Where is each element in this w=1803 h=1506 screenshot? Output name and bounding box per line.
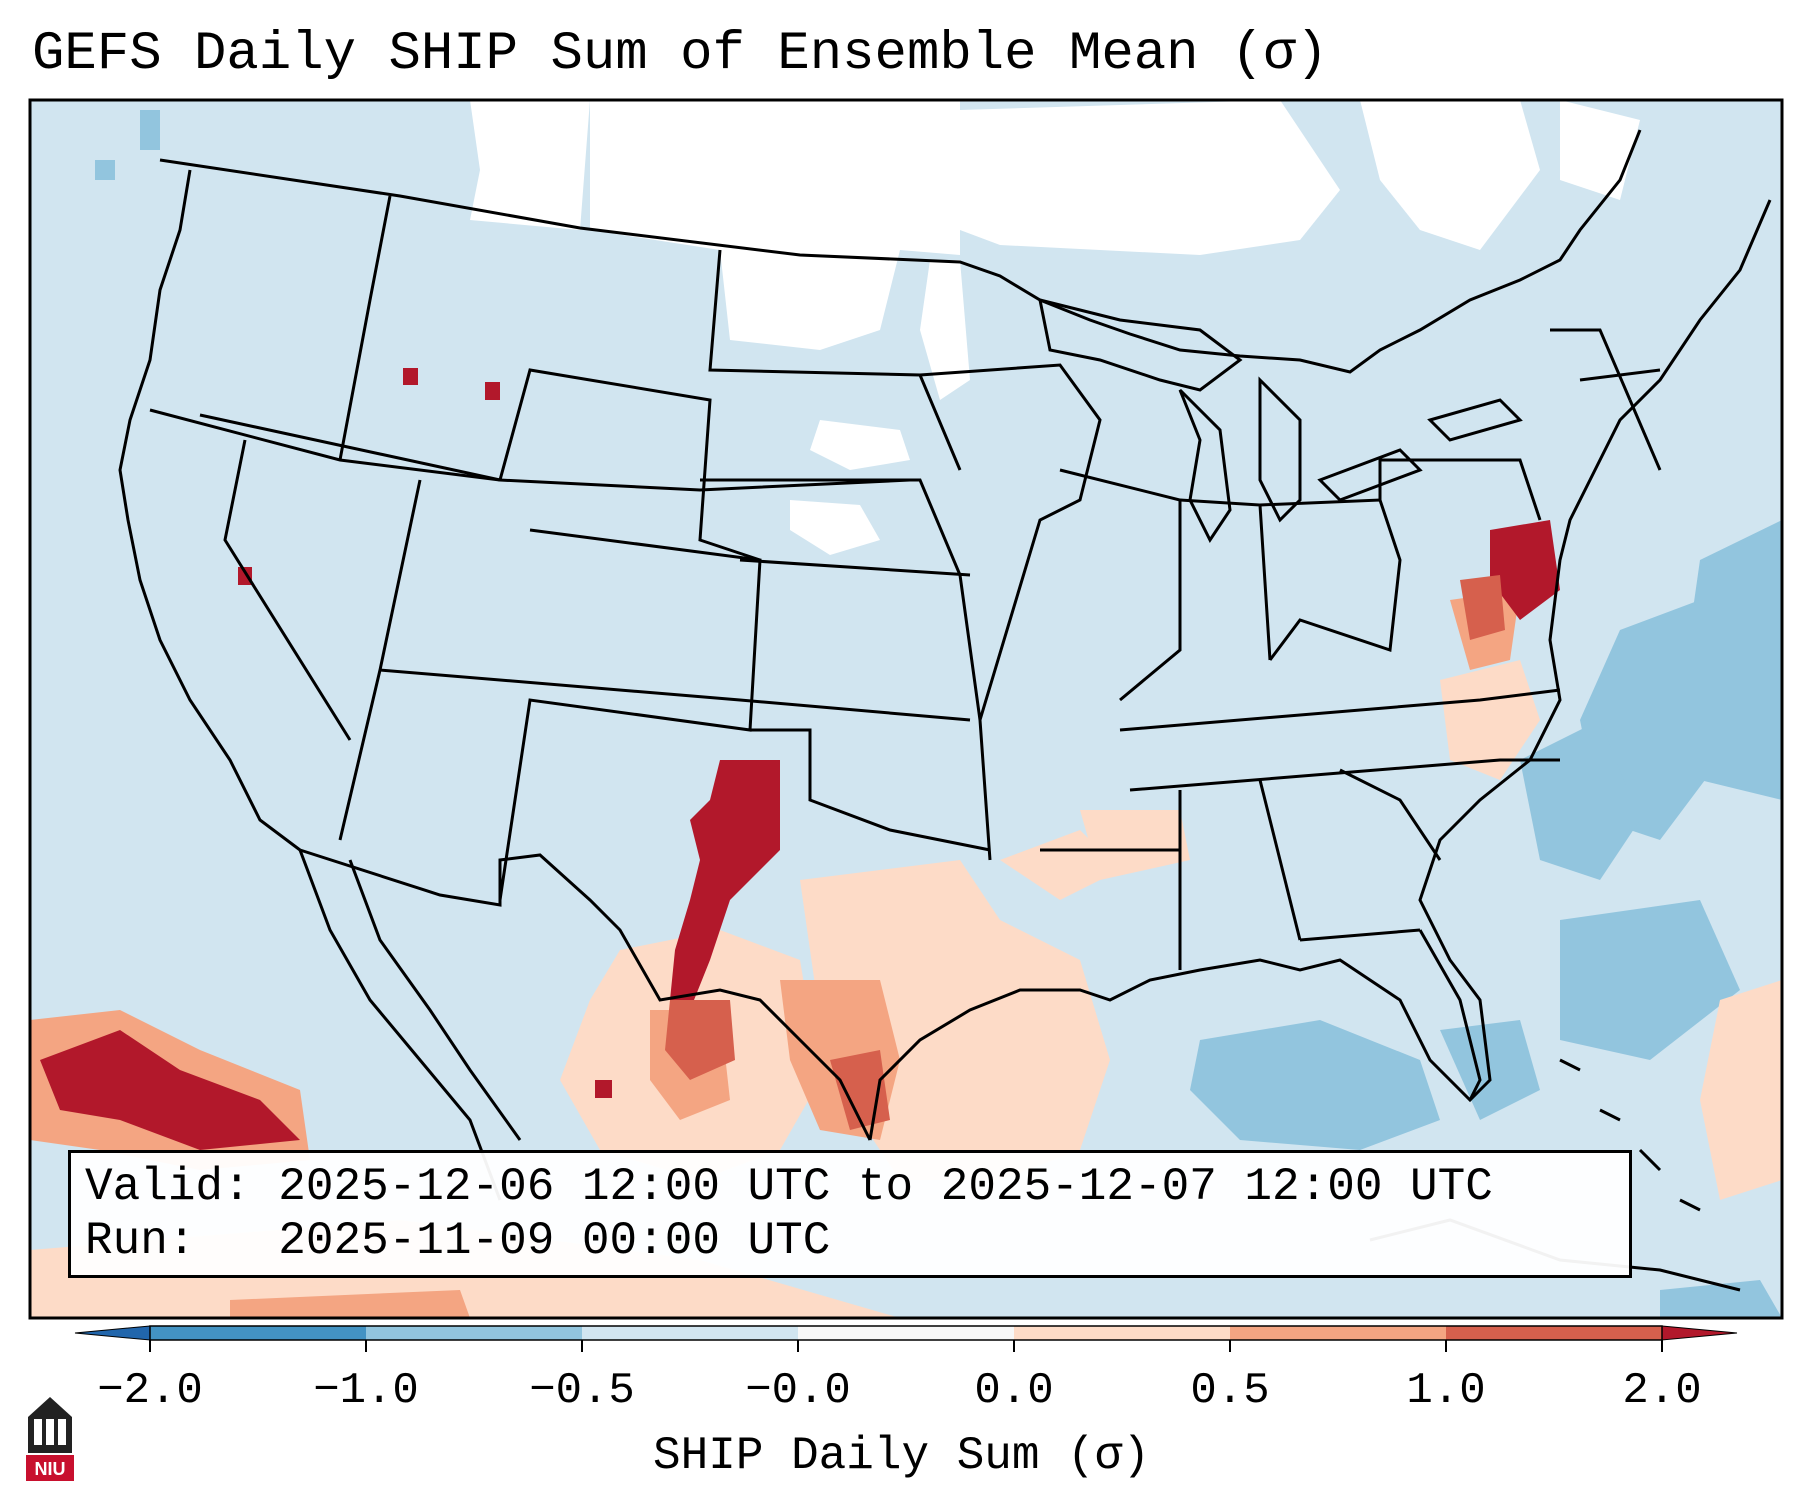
near-zero-regions (470, 100, 1640, 555)
colorbar-tick-label: −0.5 (529, 1366, 635, 1416)
run-value: 2025-11-09 00:00 UTC (278, 1215, 831, 1267)
colorbar-tick-label: −0.0 (745, 1366, 851, 1416)
colorbar-tick-label: −2.0 (97, 1366, 203, 1416)
colorbar-tick-label: 0.5 (1190, 1366, 1270, 1416)
run-label: Run: (85, 1215, 196, 1267)
colorbar-tick-label: −1.0 (313, 1366, 419, 1416)
colorbar-tick-label: 1.0 (1406, 1366, 1486, 1416)
boundaries (118, 129, 1772, 1292)
info-box: Valid: 2025-12-06 12:00 UTC to 2025-12-0… (68, 1150, 1632, 1278)
colorbar-tick-label: 0.0 (974, 1366, 1054, 1416)
run-line: Run: 2025-11-09 00:00 UTC (85, 1215, 830, 1267)
niu-logo: NIU (26, 1397, 74, 1481)
map-frame (28, 98, 1784, 1320)
negative-regions (95, 110, 1782, 1318)
map-title: GEFS Daily SHIP Sum of Ensemble Mean (σ) (32, 24, 1329, 85)
logo-text: NIU (35, 1459, 66, 1479)
valid-line: Valid: 2025-12-06 12:00 UTC to 2025-12-0… (85, 1161, 1493, 1213)
valid-label: Valid: (85, 1161, 251, 1213)
colorbar-label: SHIP Daily Sum (σ) (653, 1430, 1150, 1482)
valid-value: 2025-12-06 12:00 UTC to 2025-12-07 12:00… (278, 1161, 1493, 1213)
strong-positive-regions (40, 368, 1560, 1150)
colorbar-tick-label: 2.0 (1622, 1366, 1702, 1416)
